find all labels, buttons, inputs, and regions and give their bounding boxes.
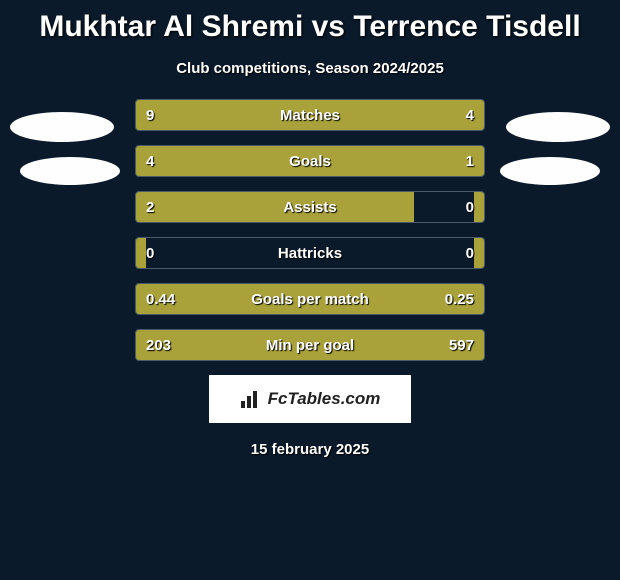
comparison-chart: 94Matches41Goals20Assists00Hattricks0.44… <box>0 99 620 361</box>
stat-row: 94Matches <box>135 99 485 131</box>
stat-value-left: 2 <box>146 192 154 222</box>
stat-value-right: 0 <box>466 238 474 268</box>
stat-value-left: 203 <box>146 330 171 360</box>
brand-icon <box>240 389 262 409</box>
stat-row: 0.440.25Goals per match <box>135 283 485 315</box>
player2-avatar-top <box>506 112 610 142</box>
stat-bar-left <box>136 330 474 360</box>
page-title: Mukhtar Al Shremi vs Terrence Tisdell <box>0 0 620 44</box>
stat-bar-left <box>136 284 474 314</box>
stat-value-right: 0.25 <box>445 284 474 314</box>
stat-value-right: 4 <box>466 100 474 130</box>
stat-value-left: 4 <box>146 146 154 176</box>
stat-value-left: 0 <box>146 238 154 268</box>
stat-value-left: 0.44 <box>146 284 175 314</box>
stat-row: 20Assists <box>135 191 485 223</box>
player1-avatar-bottom <box>20 157 120 185</box>
brand-badge: FcTables.com <box>209 375 411 423</box>
stat-bar-left <box>136 100 376 130</box>
stat-row: 41Goals <box>135 145 485 177</box>
stat-value-left: 9 <box>146 100 154 130</box>
player1-avatar-top <box>10 112 114 142</box>
subtitle: Club competitions, Season 2024/2025 <box>0 60 620 77</box>
stat-bar-left <box>136 146 414 176</box>
stat-value-right: 0 <box>466 192 474 222</box>
stat-label: Hattricks <box>136 238 484 268</box>
brand-text: FcTables.com <box>268 389 381 409</box>
stat-value-right: 1 <box>466 146 474 176</box>
stat-bar-left <box>136 238 146 268</box>
stat-row: 203597Min per goal <box>135 329 485 361</box>
stat-bars-container: 94Matches41Goals20Assists00Hattricks0.44… <box>135 99 485 361</box>
stat-bar-right <box>474 192 484 222</box>
stat-bar-right <box>474 284 484 314</box>
stat-bar-right <box>474 330 484 360</box>
stat-value-right: 597 <box>449 330 474 360</box>
footer-date: 15 february 2025 <box>0 441 620 458</box>
stat-bar-right <box>474 238 484 268</box>
stat-row: 0 0Hattricks <box>135 237 485 269</box>
stat-bar-left <box>136 192 414 222</box>
player2-avatar-bottom <box>500 157 600 185</box>
